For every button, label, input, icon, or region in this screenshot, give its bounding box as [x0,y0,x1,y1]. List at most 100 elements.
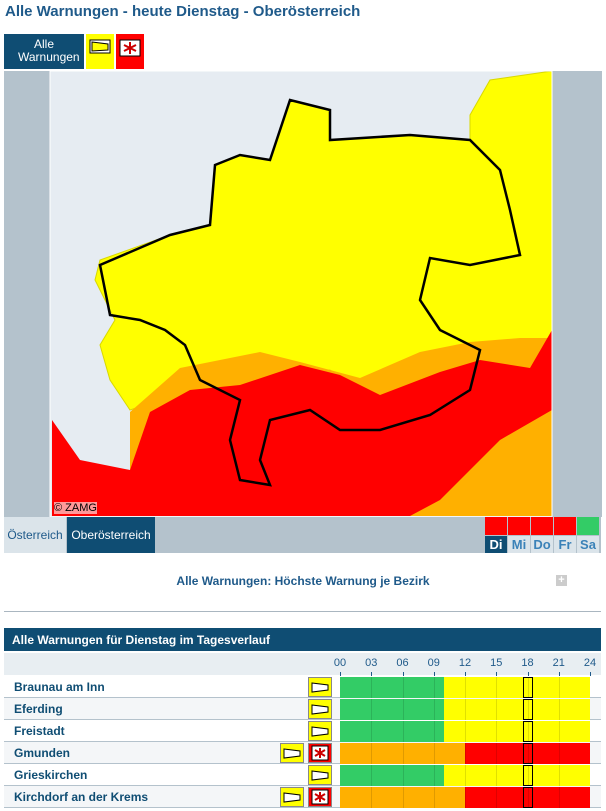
hour-divider [527,787,529,808]
now-marker [522,743,533,764]
hour-divider [527,721,529,742]
hour-divider [371,743,373,764]
day-color [577,517,599,535]
hour-divider [558,787,560,808]
tab-wind[interactable] [86,34,114,69]
hour-divider [496,699,498,720]
hour-divider [465,721,466,742]
hour-divider [558,699,560,720]
warning-icon [308,699,332,719]
warning-icon [308,765,332,785]
day-tab[interactable]: Do [531,536,553,553]
warning-icon [280,787,304,807]
hour-tick [590,672,591,676]
expand-button[interactable]: + [556,575,567,586]
timeline-segment [444,721,590,742]
hour-divider [465,765,466,786]
district-name[interactable]: Kirchdorf an der Krems [14,790,149,804]
district-name[interactable]: Grieskirchen [14,768,88,782]
hour-label: 15 [490,657,503,669]
district-name[interactable]: Gmunden [14,746,70,760]
hour-divider [402,677,404,698]
hour-divider [433,787,435,808]
day-color [508,517,530,535]
wind-icon [89,39,111,54]
hour-divider [558,677,560,698]
tab-all[interactable]: Alle Warnungen [4,34,84,69]
day-color [554,517,576,535]
region-tab[interactable]: Oberösterreich [67,517,155,553]
day-tab[interactable]: Sa [577,536,599,553]
district-name[interactable]: Eferding [14,702,63,716]
hour-divider [433,699,435,720]
now-marker [522,787,533,808]
region-tab[interactable]: Österreich [4,517,66,553]
map-credit: © ZAMG [54,502,97,514]
warning-icon [308,743,332,763]
hour-divider [558,765,560,786]
hour-label: 24 [583,657,597,669]
warning-icon [280,743,304,763]
hour-label: 03 [365,657,378,669]
hour-divider [527,765,529,786]
hour-divider [402,765,404,786]
snow-icon [119,39,141,57]
now-marker [522,699,533,720]
map [4,71,602,517]
timeline-segment [340,699,445,720]
hour-label: 18 [521,657,534,669]
hour-tick [371,672,373,676]
day-color [485,517,507,535]
hour-divider [558,743,560,764]
hour-divider [402,787,404,808]
hours-row [4,653,601,675]
hour-label: 21 [552,657,565,669]
day-tab[interactable]: Mi [508,536,530,553]
hour-divider [433,721,435,742]
district-name[interactable]: Freistadt [14,724,65,738]
day-color [531,517,553,535]
warning-icon [308,787,332,807]
hour-divider [527,699,529,720]
page-title: Alle Warnungen - heute Dienstag - Oberös… [5,3,361,20]
timeline-segment [340,677,445,698]
tab-snow[interactable] [116,34,144,69]
hour-divider [433,677,435,698]
hour-divider [496,787,498,808]
warning-icon [308,721,332,741]
hour-divider [371,699,373,720]
timeline-segment [465,787,590,808]
day-tab[interactable]: Fr [554,536,576,553]
hour-divider [465,787,466,808]
hour-divider [371,721,373,742]
hour-divider [465,743,466,764]
hour-divider [465,677,466,698]
hour-label: 12 [458,657,472,669]
hour-label: 06 [396,657,409,669]
timeline-segment [444,699,590,720]
district-name[interactable]: Braunau am Inn [14,680,105,694]
hour-tick [433,672,435,676]
timeline-segment [340,721,445,742]
hour-label: 00 [333,657,347,669]
timeline-segment [444,677,590,698]
timeline-segment [465,743,590,764]
now-marker [522,721,533,742]
hour-divider [371,677,373,698]
hour-tick [496,672,498,676]
hour-divider [558,721,560,742]
day-tab[interactable]: Di [485,536,507,553]
hour-tick [527,672,529,676]
hour-divider [527,677,529,698]
hour-divider [402,699,404,720]
hour-divider [433,765,435,786]
hour-divider [371,787,373,808]
timeline-segment [340,787,465,808]
hour-divider [496,677,498,698]
hour-tick [558,672,560,676]
separator [4,611,601,612]
hour-divider [496,765,498,786]
hour-tick [465,672,466,676]
hour-divider [433,743,435,764]
